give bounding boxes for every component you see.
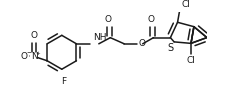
Text: S: S <box>167 43 173 53</box>
Text: −: − <box>26 50 31 55</box>
Text: +: + <box>36 51 40 56</box>
Text: Cl: Cl <box>187 56 195 65</box>
Text: O: O <box>148 15 155 24</box>
Text: O: O <box>139 39 146 48</box>
Text: O: O <box>30 31 37 40</box>
Text: N: N <box>31 52 37 61</box>
Text: F: F <box>61 77 66 86</box>
Text: NH: NH <box>93 33 107 42</box>
Text: O: O <box>21 52 27 61</box>
Text: O: O <box>105 15 112 24</box>
Text: Cl: Cl <box>181 0 190 9</box>
